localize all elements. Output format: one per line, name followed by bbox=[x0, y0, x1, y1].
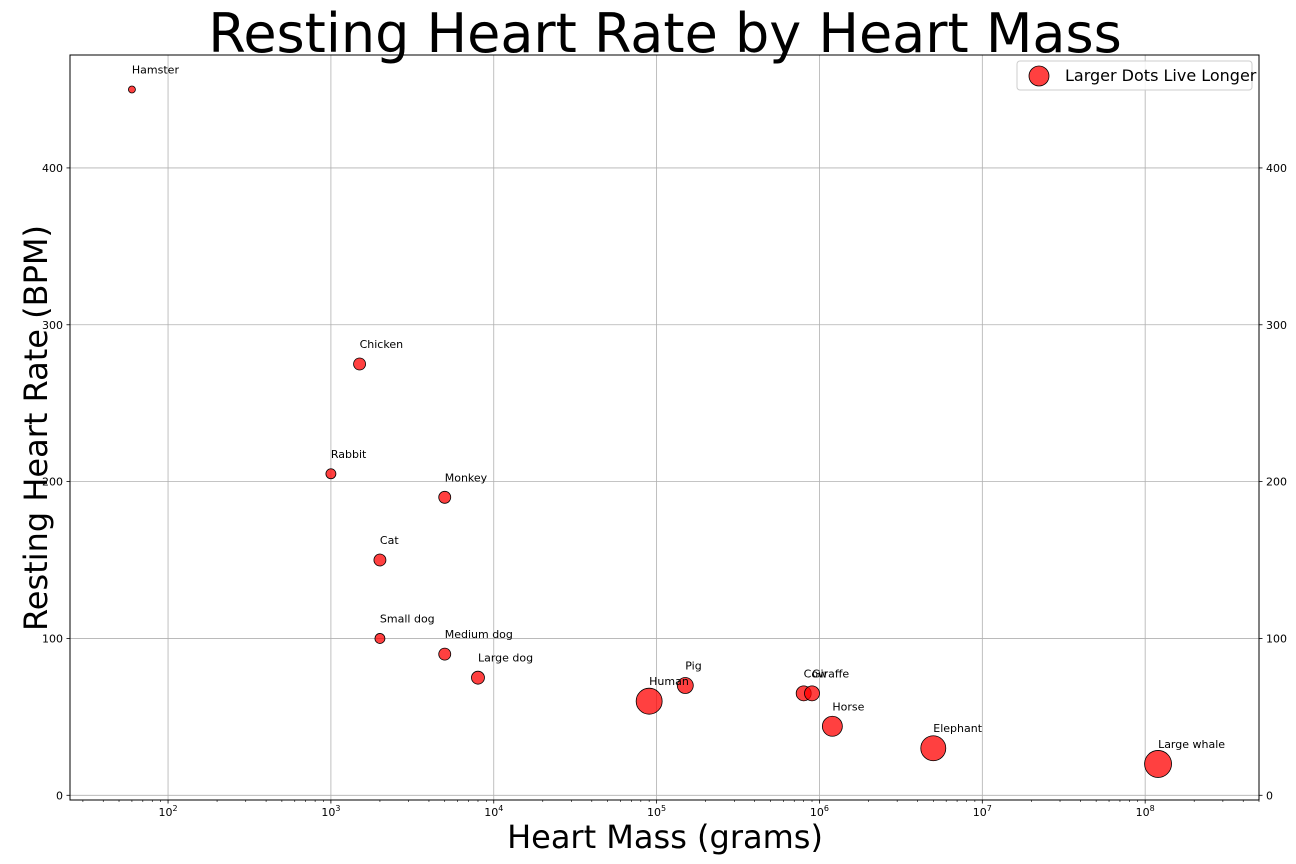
data-point bbox=[1144, 750, 1172, 778]
y-tick-label-right: 300 bbox=[1266, 319, 1287, 332]
x-tick-exponent: 7 bbox=[987, 804, 992, 813]
data-point-label: Cat bbox=[380, 534, 399, 547]
data-point bbox=[920, 735, 947, 762]
y-tick-label-left: 100 bbox=[42, 632, 63, 645]
y-tick-label-right: 400 bbox=[1266, 162, 1287, 175]
chart-title: Resting Heart Rate by Heart Mass bbox=[208, 2, 1122, 65]
data-point bbox=[821, 715, 843, 737]
data-point-label: Large whale bbox=[1158, 738, 1225, 751]
y-tick-label-right: 0 bbox=[1266, 789, 1273, 802]
data-point bbox=[635, 687, 663, 715]
data-point-label: Human bbox=[649, 675, 689, 688]
data-point-label: Small dog bbox=[380, 612, 435, 625]
legend-box bbox=[1016, 60, 1253, 91]
y-tick-label-left: 200 bbox=[42, 476, 63, 489]
x-tick-exponent: 6 bbox=[824, 804, 829, 813]
x-tick-exponent: 4 bbox=[498, 804, 503, 813]
data-point-label: Elephant bbox=[933, 722, 982, 735]
grid-lines bbox=[70, 55, 1259, 800]
x-tick-base: 10 bbox=[484, 806, 498, 819]
x-axis-label: Heart Mass (grams) bbox=[507, 818, 823, 856]
x-tick-base: 10 bbox=[1136, 806, 1150, 819]
data-point-label: Hamster bbox=[132, 64, 180, 77]
x-tick-base: 10 bbox=[973, 806, 987, 819]
data-point-label: Rabbit bbox=[331, 448, 367, 461]
x-tick-label: 108 bbox=[1136, 804, 1155, 819]
x-tick-base: 10 bbox=[321, 806, 335, 819]
x-tick-base: 10 bbox=[810, 806, 824, 819]
plot-area-frame bbox=[69, 54, 1260, 801]
data-point-labels: Hamster Chicken Rabbit Monkey Cat Small dog Me… bbox=[132, 64, 1225, 751]
y-tick-label-right: 200 bbox=[1266, 476, 1287, 489]
x-tick-base: 10 bbox=[647, 806, 661, 819]
data-point bbox=[325, 468, 337, 480]
y-tick-label-right: 100 bbox=[1266, 632, 1287, 645]
data-point bbox=[438, 490, 452, 504]
legend-marker bbox=[1028, 65, 1050, 87]
data-point bbox=[438, 647, 452, 661]
data-point-label: Horse bbox=[832, 700, 864, 713]
data-point bbox=[373, 553, 387, 567]
x-tick-exponent: 2 bbox=[173, 804, 178, 813]
x-tick-label: 107 bbox=[973, 804, 992, 819]
y-tick-label-left: 0 bbox=[56, 789, 63, 802]
data-point bbox=[353, 357, 366, 371]
data-point bbox=[804, 685, 820, 702]
y-axis-ticks: 0 0 100 100 200 200 300 300 400 400 bbox=[42, 162, 1287, 802]
data-point-label: Chicken bbox=[360, 338, 404, 351]
y-axis-label: Resting Heart Rate (BPM) bbox=[17, 225, 55, 631]
x-tick-exponent: 3 bbox=[335, 804, 340, 813]
data-point bbox=[374, 633, 386, 644]
x-tick-exponent: 5 bbox=[661, 804, 666, 813]
x-tick-label: 105 bbox=[647, 804, 666, 819]
data-point-label: Large dog bbox=[478, 652, 533, 665]
y-tick-label-left: 400 bbox=[42, 162, 63, 175]
x-tick-label: 103 bbox=[321, 804, 340, 819]
legend: Larger Dots Live Longer bbox=[1016, 60, 1257, 91]
data-point-label: Medium dog bbox=[445, 628, 513, 641]
data-point bbox=[128, 85, 136, 94]
data-point-label: Giraffe bbox=[812, 667, 849, 680]
x-tick-base: 10 bbox=[159, 806, 173, 819]
data-points bbox=[128, 85, 1172, 778]
x-tick-label: 104 bbox=[484, 804, 503, 819]
data-point-label: Cow bbox=[804, 667, 827, 680]
y-tick-label-left: 300 bbox=[42, 319, 63, 332]
x-tick-label: 102 bbox=[159, 804, 178, 819]
x-axis-ticks: 102 103 104 105 106 107 108 bbox=[82, 800, 1260, 819]
data-point-label: Monkey bbox=[445, 471, 488, 484]
x-tick-exponent: 8 bbox=[1150, 804, 1155, 813]
data-point bbox=[676, 677, 694, 694]
x-tick-label: 106 bbox=[810, 804, 829, 819]
data-point bbox=[471, 670, 485, 685]
data-point-label: Pig bbox=[685, 660, 701, 673]
legend-label: Larger Dots Live Longer bbox=[1065, 66, 1257, 85]
